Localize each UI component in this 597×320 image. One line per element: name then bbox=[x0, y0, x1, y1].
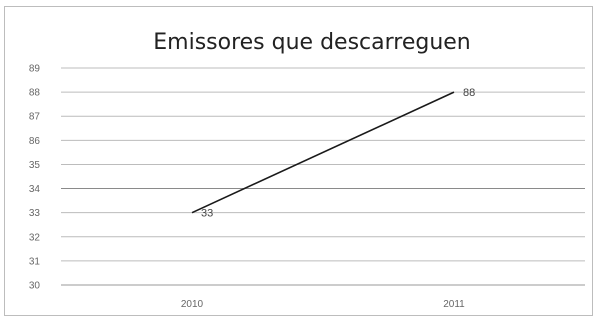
x-axis-ticks: 2010 2011 bbox=[181, 299, 465, 310]
y-tick-label: 88 bbox=[29, 88, 41, 99]
chart-frame: Emissores que descarreguen 30 31 32 33 34 35 8… bbox=[4, 6, 593, 316]
data-label: 88 bbox=[463, 87, 475, 99]
y-tick-label: 32 bbox=[29, 232, 41, 243]
series-line bbox=[191, 91, 455, 214]
y-tick-label: 31 bbox=[29, 256, 41, 267]
y-tick-label: 34 bbox=[29, 184, 41, 195]
gridlines bbox=[61, 67, 585, 286]
y-tick-label: 30 bbox=[29, 281, 41, 292]
y-axis-ticks: 30 31 32 33 34 35 86 87 88 89 bbox=[29, 64, 41, 292]
y-tick-label: 86 bbox=[29, 136, 41, 147]
data-label: 33 bbox=[201, 208, 213, 220]
x-tick-label: 2010 bbox=[181, 299, 204, 310]
y-tick-label: 33 bbox=[29, 208, 41, 219]
series-layer bbox=[191, 91, 455, 214]
y-tick-label: 35 bbox=[29, 160, 41, 171]
x-tick-label: 2011 bbox=[443, 299, 465, 310]
chart-title: Emissores que descarreguen bbox=[153, 30, 471, 55]
y-tick-label: 87 bbox=[29, 112, 41, 123]
line-chart: Emissores que descarreguen 30 31 32 33 34 35 8… bbox=[29, 30, 585, 310]
y-tick-label: 89 bbox=[29, 64, 41, 75]
data-labels: 33 88 bbox=[201, 87, 475, 220]
